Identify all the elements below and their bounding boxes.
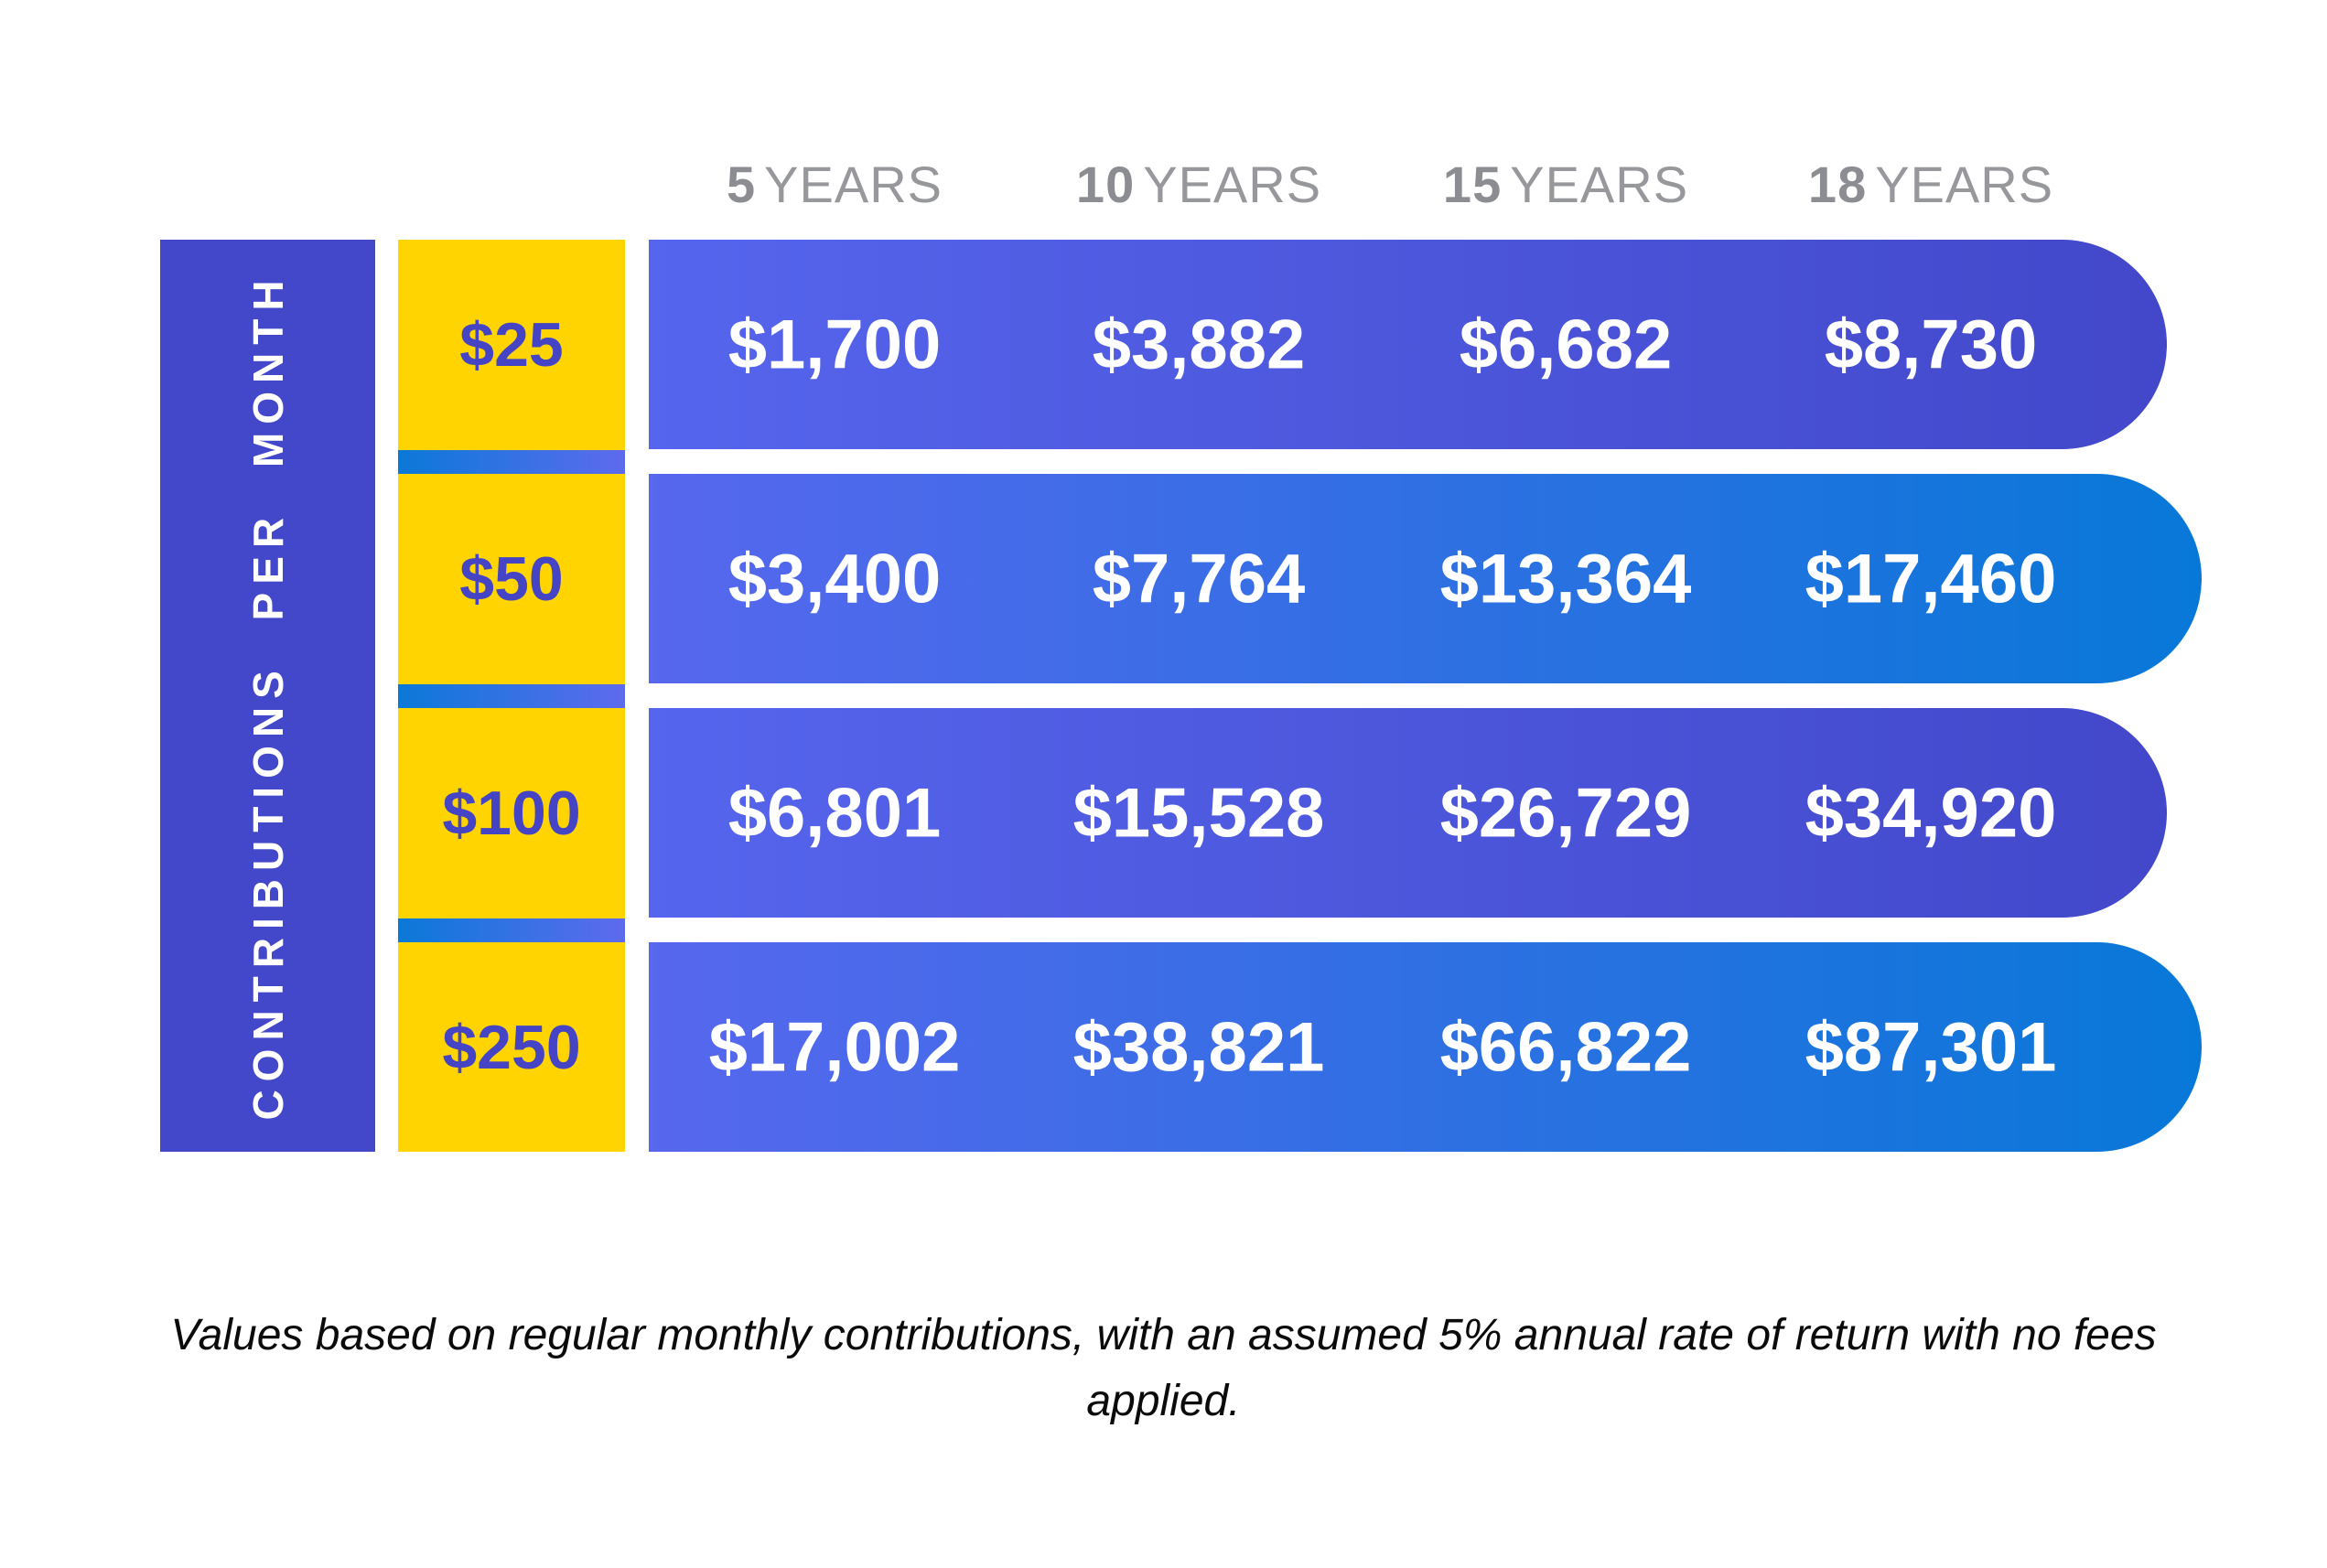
column-header-5-years: 5 YEARS bbox=[727, 152, 943, 218]
value-cell: $6,682 bbox=[1459, 306, 1673, 383]
column-header-number: 15 bbox=[1442, 156, 1503, 213]
value-row-100: $6,801 $15,528 $26,729 $34,920 bbox=[649, 708, 2167, 918]
value-cell: $6,801 bbox=[727, 774, 942, 852]
value-cell: $17,002 bbox=[708, 1008, 961, 1086]
row-divider bbox=[398, 684, 625, 708]
row-label-100: $100 bbox=[442, 778, 581, 848]
value-cell: $34,920 bbox=[1805, 774, 2057, 852]
value-row-50: $3,400 $7,764 $13,364 $17,460 bbox=[649, 474, 2202, 683]
value-cell: $7,764 bbox=[1092, 540, 1306, 618]
value-cell: $8,730 bbox=[1824, 306, 2038, 383]
value-cell: $13,364 bbox=[1439, 540, 1692, 618]
value-cell: $26,729 bbox=[1439, 774, 1692, 852]
column-header-number: 5 bbox=[726, 156, 757, 213]
column-header-10-years: 10 YEARS bbox=[1076, 152, 1321, 218]
column-header-15-years: 15 YEARS bbox=[1443, 152, 1688, 218]
column-header-unit: YEARS bbox=[764, 156, 943, 213]
y-axis-label: CONTRIBUTIONS PER MONTH bbox=[243, 271, 292, 1121]
value-cell: $3,400 bbox=[727, 540, 942, 618]
value-cell: $17,460 bbox=[1805, 540, 2057, 618]
value-cell: $15,528 bbox=[1072, 774, 1325, 852]
column-header-18-years: 18 YEARS bbox=[1808, 152, 2053, 218]
row-label-50: $50 bbox=[459, 543, 564, 614]
footnote: Values based on regular monthly contribu… bbox=[170, 1311, 2157, 1425]
value-cell: $1,700 bbox=[727, 306, 942, 383]
contribution-amount-column: $25 $50 $100 $250 bbox=[398, 240, 625, 1152]
column-header-unit: YEARS bbox=[1875, 156, 2054, 213]
row-label-25: $25 bbox=[459, 309, 564, 380]
column-header-unit: YEARS bbox=[1510, 156, 1689, 213]
row-divider bbox=[398, 918, 625, 942]
column-header-number: 18 bbox=[1807, 156, 1868, 213]
value-cell: $3,882 bbox=[1092, 306, 1306, 383]
y-axis-label-bar: CONTRIBUTIONS PER MONTH bbox=[160, 240, 375, 1152]
value-row-25: $1,700 $3,882 $6,682 $8,730 bbox=[649, 240, 2167, 449]
row-divider bbox=[398, 450, 625, 474]
value-cell: $87,301 bbox=[1805, 1008, 2057, 1086]
value-cell: $38,821 bbox=[1072, 1008, 1325, 1086]
value-cell: $66,822 bbox=[1439, 1008, 1692, 1086]
column-header-unit: YEARS bbox=[1143, 156, 1322, 213]
row-label-250: $250 bbox=[442, 1012, 581, 1082]
value-row-250: $17,002 $38,821 $66,822 $87,301 bbox=[649, 942, 2202, 1152]
column-header-number: 10 bbox=[1075, 156, 1136, 213]
